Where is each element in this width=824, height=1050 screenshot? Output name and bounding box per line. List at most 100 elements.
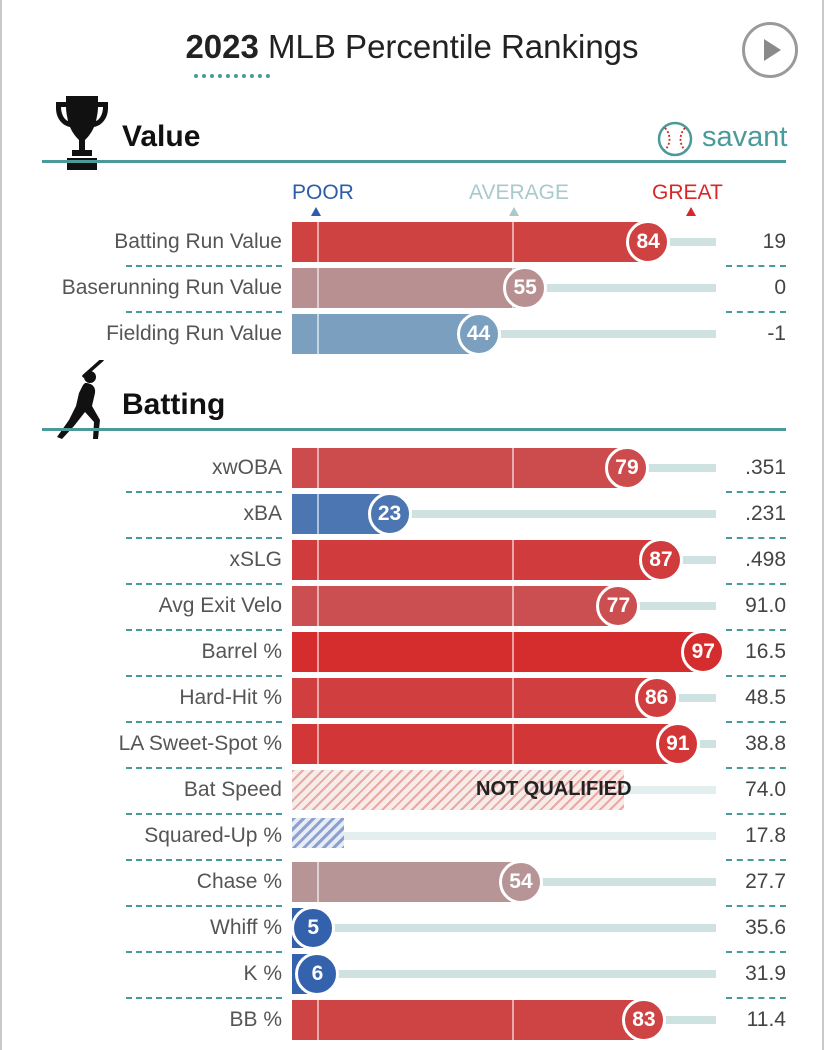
row-separator <box>726 721 786 723</box>
percentile-bubble[interactable]: 55 <box>503 266 548 310</box>
scale-arrow-great <box>686 207 696 216</box>
percentile-bubble[interactable]: 97 <box>681 630 726 674</box>
percentile-bubble[interactable]: 84 <box>626 220 671 264</box>
metric-label-chase: Chase % <box>196 870 282 893</box>
row-separator <box>126 629 282 631</box>
metric-label-barrel: Barrel % <box>201 640 282 663</box>
bar-gridline <box>317 862 320 902</box>
percentile-bar <box>292 1000 644 1040</box>
percentile-bubble[interactable]: 54 <box>498 860 543 904</box>
bar-gridline <box>317 222 320 262</box>
scale-label-great: GREAT <box>652 181 723 204</box>
not-qualified-bar <box>292 818 344 848</box>
bar-gridline <box>317 1000 320 1040</box>
percentile-bubble[interactable]: 6 <box>295 952 340 996</box>
trophy-icon <box>56 96 108 170</box>
percentile-bubble[interactable]: 83 <box>621 998 666 1042</box>
row-separator <box>726 491 786 493</box>
metric-label-baserunning-run-value: Baserunning Run Value <box>61 276 282 299</box>
percentile-bar <box>292 632 704 672</box>
title-year: 2023 <box>185 28 259 65</box>
baseball-icon <box>657 121 693 157</box>
percentile-track <box>313 924 716 932</box>
metric-value-hard-hit: 48.5 <box>745 686 786 709</box>
bar-gridline <box>317 540 320 580</box>
row-separator <box>726 265 786 267</box>
metric-label-whiff: Whiff % <box>210 916 282 939</box>
percentile-bar <box>292 862 521 902</box>
section-title-batting: Batting <box>122 388 226 421</box>
metric-label-xba: xBA <box>243 502 282 525</box>
percentile-bubble[interactable]: 86 <box>634 676 679 720</box>
metric-label-squared-up: Squared-Up % <box>144 824 282 847</box>
percentile-bar <box>292 540 661 580</box>
percentile-bubble[interactable]: 79 <box>604 446 649 490</box>
bar-gridline <box>512 1000 515 1040</box>
not-qualified-label: NOT QUALIFIED <box>476 778 632 800</box>
section-rule-value <box>42 160 786 163</box>
percentile-bubble[interactable]: 23 <box>367 492 412 536</box>
metric-value-bat-speed: 74.0 <box>745 778 786 801</box>
title-underline <box>194 74 270 78</box>
row-separator <box>126 767 282 769</box>
row-separator <box>726 537 786 539</box>
percentile-bar <box>292 268 526 308</box>
percentile-track <box>317 970 716 978</box>
metric-value-k: 31.9 <box>745 962 786 985</box>
percentile-bar <box>292 678 657 718</box>
scale-label-poor: POOR <box>292 181 354 204</box>
metric-label-bb: BB % <box>229 1008 282 1031</box>
row-separator <box>726 629 786 631</box>
metric-label-la-sweet-spot: LA Sweet-Spot % <box>118 732 282 755</box>
not-qualified-bar <box>292 770 624 810</box>
bar-gridline <box>512 540 515 580</box>
bar-gridline <box>317 448 320 488</box>
percentile-bar <box>292 586 619 626</box>
metric-value-xslg: .498 <box>745 548 786 571</box>
percentile-track <box>626 464 716 472</box>
row-separator <box>126 491 282 493</box>
percentile-track <box>478 330 716 338</box>
scale-arrow-average <box>509 207 519 216</box>
metric-label-batting-run-value: Batting Run Value <box>114 230 282 253</box>
scale-label-average: AVERAGE <box>469 181 569 204</box>
metric-value-batting-run-value: 19 <box>762 230 786 253</box>
row-separator <box>726 583 786 585</box>
play-button[interactable] <box>742 22 798 78</box>
percentile-bubble[interactable]: 91 <box>655 722 700 766</box>
row-separator <box>726 767 786 769</box>
bar-gridline <box>317 586 320 626</box>
frame-right-border <box>822 0 824 1050</box>
metric-label-xslg: xSLG <box>229 548 282 571</box>
row-separator <box>726 311 786 313</box>
metric-label-fielding-run-value: Fielding Run Value <box>106 322 282 345</box>
percentile-track <box>520 878 716 886</box>
bar-gridline <box>512 586 515 626</box>
play-icon <box>764 39 781 61</box>
row-separator <box>126 675 282 677</box>
row-separator <box>126 997 282 999</box>
percentile-bar <box>292 222 649 262</box>
row-separator <box>126 813 282 815</box>
percentile-bar <box>292 448 627 488</box>
metric-value-bb: 11.4 <box>746 1008 786 1031</box>
row-separator <box>126 859 282 861</box>
percentile-bubble[interactable]: 44 <box>456 312 501 356</box>
scale-arrow-poor <box>311 207 321 216</box>
savant-logo-text[interactable]: savant <box>702 121 788 153</box>
metric-value-squared-up: 17.8 <box>745 824 786 847</box>
row-separator <box>726 905 786 907</box>
percentile-track <box>643 1016 716 1024</box>
bar-gridline <box>512 448 515 488</box>
percentile-bar <box>292 724 678 764</box>
bar-gridline <box>317 632 320 672</box>
percentile-bubble[interactable]: 77 <box>596 584 641 628</box>
row-separator <box>726 997 786 999</box>
percentile-track <box>648 238 716 246</box>
frame-left-border <box>0 0 2 1050</box>
metric-value-baserunning-run-value: 0 <box>774 276 786 299</box>
percentile-bubble[interactable]: 87 <box>638 538 683 582</box>
bar-gridline <box>317 724 320 764</box>
metric-label-k: K % <box>243 962 282 985</box>
percentile-bubble[interactable]: 5 <box>291 906 336 950</box>
